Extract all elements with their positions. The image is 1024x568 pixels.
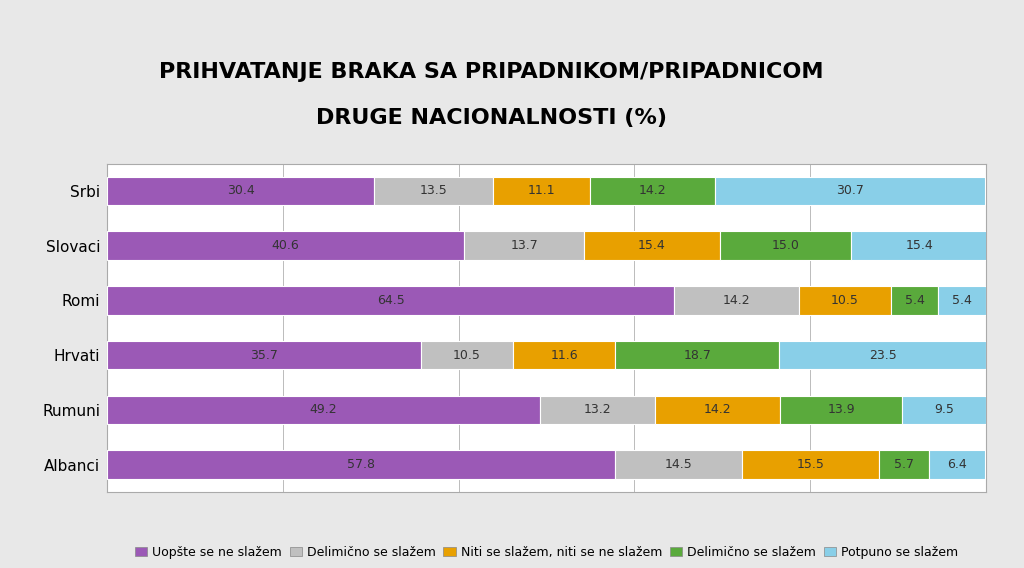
Bar [742, 450, 879, 479]
Text: 10.5: 10.5 [453, 349, 481, 362]
Text: 11.1: 11.1 [528, 185, 556, 198]
Legend: Uopšte se ne slažem, Delimično se slažem, Niti se slažem, niti se ne slažem, Del: Uopšte se ne slažem, Delimično se slažem… [130, 541, 964, 564]
Bar [421, 341, 513, 369]
Bar [493, 177, 591, 205]
Text: 5.7: 5.7 [894, 458, 913, 471]
Text: 64.5: 64.5 [377, 294, 404, 307]
Bar [779, 341, 986, 369]
Text: 30.4: 30.4 [227, 185, 255, 198]
Text: 9.5: 9.5 [934, 403, 954, 416]
Bar [615, 341, 779, 369]
Bar [513, 341, 615, 369]
Bar [108, 396, 540, 424]
Text: 40.6: 40.6 [271, 239, 299, 252]
Text: 30.7: 30.7 [837, 185, 864, 198]
Bar [720, 231, 851, 260]
Bar [375, 177, 493, 205]
Bar [902, 396, 986, 424]
Text: 57.8: 57.8 [347, 458, 375, 471]
Bar [674, 286, 799, 315]
Text: 5.4: 5.4 [952, 294, 972, 307]
Text: 14.2: 14.2 [705, 403, 732, 416]
Text: 6.4: 6.4 [947, 458, 967, 471]
Text: 10.5: 10.5 [830, 294, 859, 307]
Text: 13.9: 13.9 [827, 403, 855, 416]
Text: 15.5: 15.5 [797, 458, 824, 471]
Bar [108, 450, 615, 479]
Bar [108, 231, 464, 260]
Bar [108, 177, 375, 205]
Bar [799, 286, 891, 315]
Bar [615, 450, 742, 479]
Text: 14.5: 14.5 [665, 458, 692, 471]
Text: 23.5: 23.5 [868, 349, 896, 362]
Bar [540, 396, 655, 424]
Text: DRUGE NACIONALNOSTI (%): DRUGE NACIONALNOSTI (%) [316, 108, 667, 128]
Text: 5.4: 5.4 [905, 294, 925, 307]
Bar [929, 450, 985, 479]
Text: 13.5: 13.5 [420, 185, 447, 198]
Bar [591, 177, 715, 205]
Text: 11.6: 11.6 [550, 349, 578, 362]
Text: 49.2: 49.2 [309, 403, 337, 416]
Text: 13.2: 13.2 [584, 403, 611, 416]
Bar [585, 231, 720, 260]
Bar [879, 450, 929, 479]
Bar [108, 286, 674, 315]
Bar [464, 231, 585, 260]
Text: PRIHVATANJE BRAKA SA PRIPADNIKOM/PRIPADNICOM: PRIHVATANJE BRAKA SA PRIPADNIKOM/PRIPADN… [160, 62, 823, 82]
Text: 15.0: 15.0 [771, 239, 800, 252]
Text: 15.4: 15.4 [638, 239, 666, 252]
Bar [108, 341, 421, 369]
Bar [851, 231, 987, 260]
Bar [891, 286, 938, 315]
Bar [938, 286, 986, 315]
Text: 14.2: 14.2 [639, 185, 667, 198]
Text: 13.7: 13.7 [510, 239, 538, 252]
Bar [780, 396, 902, 424]
Text: 18.7: 18.7 [683, 349, 711, 362]
Text: 14.2: 14.2 [723, 294, 751, 307]
Text: 35.7: 35.7 [250, 349, 279, 362]
Text: 15.4: 15.4 [905, 239, 933, 252]
Bar [655, 396, 780, 424]
Bar [715, 177, 985, 205]
